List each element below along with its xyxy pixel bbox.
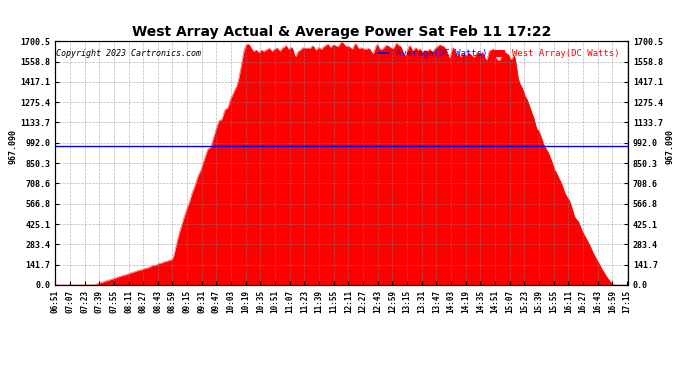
Text: 967.090: 967.090	[9, 129, 18, 164]
Legend: Average(DC Watts), West Array(DC Watts): Average(DC Watts), West Array(DC Watts)	[374, 46, 623, 62]
Title: West Array Actual & Average Power Sat Feb 11 17:22: West Array Actual & Average Power Sat Fe…	[132, 25, 551, 39]
Text: Copyright 2023 Cartronics.com: Copyright 2023 Cartronics.com	[56, 49, 201, 58]
Text: 967.090: 967.090	[665, 129, 674, 164]
